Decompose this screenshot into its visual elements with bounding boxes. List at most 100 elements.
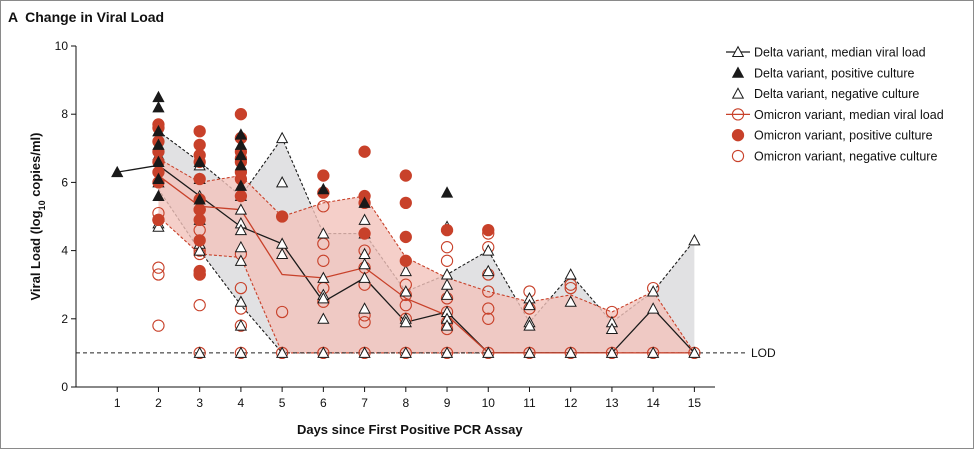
omicron-negative-point xyxy=(275,305,289,319)
omicron-positive-point xyxy=(399,169,412,182)
legend-label: Omicron variant, negative culture xyxy=(754,150,937,164)
delta-negative-point xyxy=(564,346,577,358)
delta-negative-point xyxy=(482,264,495,277)
delta-negative-point xyxy=(482,244,495,256)
x-tick-label: 1 xyxy=(114,396,121,410)
omicron-negative-point xyxy=(152,319,165,332)
delta-negative-point xyxy=(647,285,660,297)
delta-negative-point xyxy=(317,346,330,358)
omicron-positive-point xyxy=(193,172,206,186)
delta-positive-point xyxy=(234,158,248,171)
omicron-negative-point xyxy=(234,281,248,295)
omicron-negative-point xyxy=(152,268,165,281)
delta-negative-point xyxy=(523,346,536,358)
y-tick-label: 2 xyxy=(61,312,68,326)
omicron-positive-point xyxy=(193,213,206,227)
omicron-negative-point xyxy=(152,261,165,274)
delta-negative-point xyxy=(358,302,371,314)
delta-negative-point xyxy=(275,247,289,260)
delta-positive-point xyxy=(152,90,165,103)
x-tick-label: 7 xyxy=(361,396,368,410)
legend-item-delta-neg: Delta variant, negative culture xyxy=(731,87,919,101)
delta-negative-point xyxy=(523,298,536,311)
legend-label: Omicron variant, positive culture xyxy=(754,129,933,143)
x-tick-label: 12 xyxy=(564,396,578,410)
delta-positive-point xyxy=(440,186,454,198)
omicron-band-area xyxy=(158,158,695,353)
x-tick-label: 11 xyxy=(523,396,536,410)
omicron-positive-point xyxy=(193,268,206,281)
x-tick-label: 14 xyxy=(646,396,660,410)
y-tick-label: 6 xyxy=(61,175,68,189)
delta-negative-point xyxy=(275,346,289,358)
legend-item-delta-pos: Delta variant, positive culture xyxy=(731,66,915,80)
omicron-positive-point xyxy=(193,234,206,247)
delta-positive-point xyxy=(152,155,165,167)
delta-negative-point xyxy=(317,271,330,283)
delta-positive-point xyxy=(358,196,371,208)
legend-item-omicron-pos: Omicron variant, positive culture xyxy=(731,129,933,143)
x-tick-label: 15 xyxy=(688,396,702,410)
omicron-positive-point xyxy=(193,125,206,138)
delta-positive-point xyxy=(193,193,206,205)
delta-negative-point xyxy=(399,315,412,328)
delta-negative-point xyxy=(275,131,289,144)
delta-negative-point xyxy=(482,346,495,358)
points-layer xyxy=(111,90,701,360)
x-tick-label: 2 xyxy=(155,396,162,410)
x-tick-label: 9 xyxy=(444,396,451,410)
legend-triangle-swatch xyxy=(731,87,745,99)
delta-band-lower-edge xyxy=(157,188,695,354)
y-axis-title-sub: 10 xyxy=(37,200,47,210)
legend-circle-swatch xyxy=(731,149,745,163)
delta-positive-point xyxy=(193,155,206,167)
delta-negative-point xyxy=(647,346,660,358)
delta-negative-point xyxy=(234,319,248,331)
delta-positive-point xyxy=(152,101,165,113)
legend-triangle-swatch xyxy=(731,66,745,78)
lod-label: LOD xyxy=(751,346,776,360)
delta-negative-point xyxy=(193,244,206,256)
legend-item-omicron-median: Omicron variant, median viral load xyxy=(726,108,944,122)
legend-item-delta-median: Delta variant, median viral load xyxy=(726,46,926,60)
omicron-negative-point xyxy=(317,237,330,250)
omicron-negative-point xyxy=(440,254,454,267)
omicron-positive-point xyxy=(358,145,371,158)
omicron-positive-point xyxy=(275,210,289,223)
omicron-negative-point xyxy=(482,302,495,315)
omicron-positive-point xyxy=(152,213,165,227)
omicron-negative-point xyxy=(193,299,206,312)
omicron-negative-point xyxy=(482,312,495,325)
omicron-positive-point xyxy=(234,189,248,203)
omicron-negative-point xyxy=(193,223,206,237)
omicron-positive-point xyxy=(358,227,371,240)
delta-negative-point xyxy=(234,240,248,253)
omicron-positive-point xyxy=(399,230,412,244)
delta-negative-point xyxy=(317,291,330,304)
delta-negative-point xyxy=(234,203,248,215)
delta-positive-point xyxy=(317,182,330,195)
omicron-positive-point xyxy=(193,203,206,216)
delta-negative-point xyxy=(152,220,165,232)
x-axis-title: Days since First Positive PCR Assay xyxy=(297,422,523,437)
delta-negative-point xyxy=(358,257,371,270)
omicron-positive-point xyxy=(399,196,412,210)
y-tick-label: 10 xyxy=(55,39,69,53)
delta-positive-point xyxy=(111,165,124,178)
delta-negative-point xyxy=(234,223,248,236)
delta-negative-point xyxy=(564,268,577,280)
omicron-negative-point xyxy=(564,281,577,295)
omicron-median-line xyxy=(158,175,695,354)
legend-label: Delta variant, median viral load xyxy=(754,46,926,60)
x-tick-label: 3 xyxy=(196,396,203,410)
y-tick-label: 4 xyxy=(61,244,68,258)
delta-negative-point xyxy=(317,227,330,239)
delta-negative-point xyxy=(688,346,701,358)
legend-label: Omicron variant, median viral load xyxy=(754,108,944,122)
delta-negative-point xyxy=(358,213,371,225)
delta-negative-point xyxy=(399,264,412,277)
omicron-negative-point xyxy=(358,316,371,329)
omicron-positive-point xyxy=(234,108,248,121)
